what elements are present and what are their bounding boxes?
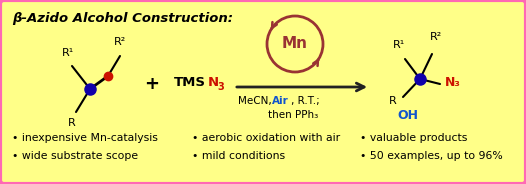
Text: 3: 3 (217, 82, 224, 92)
Text: Air: Air (272, 96, 289, 106)
Text: • wide substrate scope: • wide substrate scope (12, 151, 138, 161)
Text: R¹: R¹ (62, 48, 74, 58)
Text: R²: R² (114, 37, 126, 47)
Text: • mild conditions: • mild conditions (192, 151, 285, 161)
Text: N₃: N₃ (445, 77, 461, 89)
Text: • 50 examples, up to 96%: • 50 examples, up to 96% (360, 151, 503, 161)
Text: TMS: TMS (174, 75, 206, 89)
Text: N: N (208, 75, 219, 89)
Text: β-Azido Alcohol Construction:: β-Azido Alcohol Construction: (12, 12, 233, 25)
Text: Mn: Mn (282, 36, 308, 52)
Text: R²: R² (430, 32, 442, 42)
Text: , R.T.;: , R.T.; (291, 96, 320, 106)
Text: OH: OH (398, 109, 419, 122)
Text: R: R (68, 118, 76, 128)
Text: +: + (145, 75, 159, 93)
Text: • aerobic oxidation with air: • aerobic oxidation with air (192, 133, 340, 143)
Text: • valuable products: • valuable products (360, 133, 468, 143)
Text: • inexpensive Mn-catalysis: • inexpensive Mn-catalysis (12, 133, 158, 143)
Text: R¹: R¹ (393, 40, 405, 50)
Text: then PPh₃: then PPh₃ (268, 110, 318, 120)
Text: R: R (389, 96, 397, 106)
Text: MeCN,: MeCN, (238, 96, 275, 106)
